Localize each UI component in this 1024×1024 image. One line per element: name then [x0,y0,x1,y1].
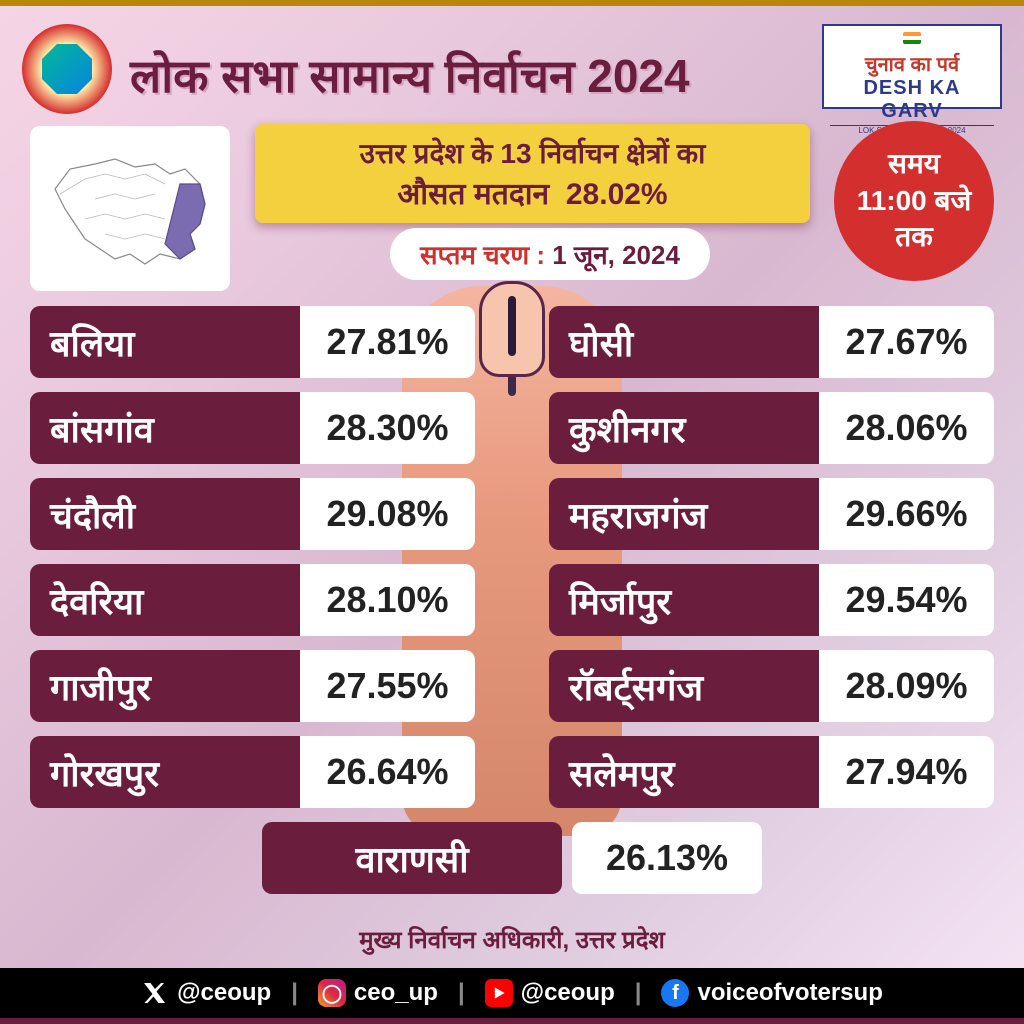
row-pair: बलिया27.81% घोसी27.67% [30,306,994,378]
constituency-cell: मिर्जापुर29.54% [549,564,994,636]
state-map [30,126,230,291]
phase-label: सप्तम चरण : [420,240,545,270]
social-bar: @ceoup | ◯ ceo_up | @ceoup | f voiceofvo… [0,968,1024,1018]
row-pair: चंदौली29.08% महराजगंज29.66% [30,478,994,550]
youtube-handle: @ceoup [521,979,615,1007]
constituency-cell: रॉबर्ट्सगंज28.09% [549,650,994,722]
footer-credit: मुख्य निर्वाचन अधिकारी, उत्तर प्रदेश [0,923,1024,956]
constituency-name: सलेमपुर [549,736,819,808]
facebook-icon: f [661,979,689,1007]
constituency-cell: वाराणसी 26.13% [262,822,762,894]
time-line2: 11:00 बजे [857,183,972,219]
constituency-name: चंदौली [30,478,300,550]
constituency-value: 26.64% [300,736,475,808]
constituency-name: महराजगंज [549,478,819,550]
constituency-name: कुशीनगर [549,392,819,464]
constituency-name: बलिया [30,306,300,378]
constituency-cell: कुशीनगर28.06% [549,392,994,464]
row-pair: गाजीपुर27.55% रॉबर्ट्सगंज28.09% [30,650,994,722]
constituency-name: बांसगांव [30,392,300,464]
x-handle: @ceoup [177,979,271,1007]
instagram-icon: ◯ [318,979,346,1007]
constituency-cell: देवरिया28.10% [30,564,475,636]
x-icon [141,979,169,1007]
constituency-name: मिर्जापुर [549,564,819,636]
constituency-name: रॉबर्ट्सगंज [549,650,819,722]
constituency-value: 29.54% [819,564,994,636]
row-pair: देवरिया28.10% मिर्जापुर29.54% [30,564,994,636]
social-facebook[interactable]: f voiceofvotersup [661,979,882,1007]
constituency-cell: गोरखपुर26.64% [30,736,475,808]
avg-line1: उत्तर प्रदेश के 13 निर्वाचन क्षेत्रों का [275,134,790,172]
avg-line2: औसत मतदान 28.02% [275,172,790,213]
constituency-value: 26.13% [572,822,762,894]
constituency-name: वाराणसी [262,822,562,894]
facebook-handle: voiceofvotersup [697,979,882,1007]
constituency-value: 27.55% [300,650,475,722]
constituency-cell: चंदौली29.08% [30,478,475,550]
constituency-cell: बलिया27.81% [30,306,475,378]
constituency-value: 29.08% [300,478,475,550]
youtube-icon [485,979,513,1007]
constituency-name: गाजीपुर [30,650,300,722]
constituency-value: 27.81% [300,306,475,378]
phase-pill: सप्तम चरण : 1 जून, 2024 [390,228,710,280]
row-pair: गोरखपुर26.64% सलेमपुर27.94% [30,736,994,808]
time-line1: समय [888,146,940,182]
center-row: वाराणसी 26.13% [30,822,994,894]
constituency-value: 29.66% [819,478,994,550]
campaign-logo: चुनाव का पर्व DESH KA GARV LOK SABHA ELE… [822,24,1002,109]
ceo-logo [22,24,112,114]
row-pair: बांसगांव28.30% कुशीनगर28.06% [30,392,994,464]
campaign-tagline-en: DESH KA GARV [830,77,994,123]
constituency-cell: घोसी27.67% [549,306,994,378]
constituency-cell: सलेमपुर27.94% [549,736,994,808]
instagram-handle: ceo_up [354,979,438,1007]
constituency-name: घोसी [549,306,819,378]
constituency-cell: गाजीपुर27.55% [30,650,475,722]
social-youtube[interactable]: @ceoup [485,979,615,1007]
time-line3: तक [895,219,932,255]
infographic-container: चुनाव का पर्व DESH KA GARV LOK SABHA ELE… [0,0,1024,1024]
social-x[interactable]: @ceoup [141,979,271,1007]
flag-icon [903,32,921,44]
time-badge: समय 11:00 बजे तक [834,121,994,281]
constituency-value: 28.06% [819,392,994,464]
constituency-value: 27.94% [819,736,994,808]
social-instagram[interactable]: ◯ ceo_up [318,979,438,1007]
phase-date: 1 जून, 2024 [552,240,680,270]
constituency-value: 28.09% [819,650,994,722]
constituency-cell: बांसगांव28.30% [30,392,475,464]
constituency-value: 27.67% [819,306,994,378]
constituency-name: गोरखपुर [30,736,300,808]
constituency-data: बलिया27.81% घोसी27.67% बांसगांव28.30% कुशीन… [30,306,994,904]
main-title: लोक सभा सामान्य निर्वाचन 2024 [130,44,690,106]
up-map-svg [45,139,215,279]
constituency-value: 28.10% [300,564,475,636]
constituency-value: 28.30% [300,392,475,464]
constituency-cell: महराजगंज29.66% [549,478,994,550]
constituency-name: देवरिया [30,564,300,636]
campaign-tagline-hi: चुनाव का पर्व [830,50,994,77]
average-turnout-box: उत्तर प्रदेश के 13 निर्वाचन क्षेत्रों का… [255,124,810,223]
